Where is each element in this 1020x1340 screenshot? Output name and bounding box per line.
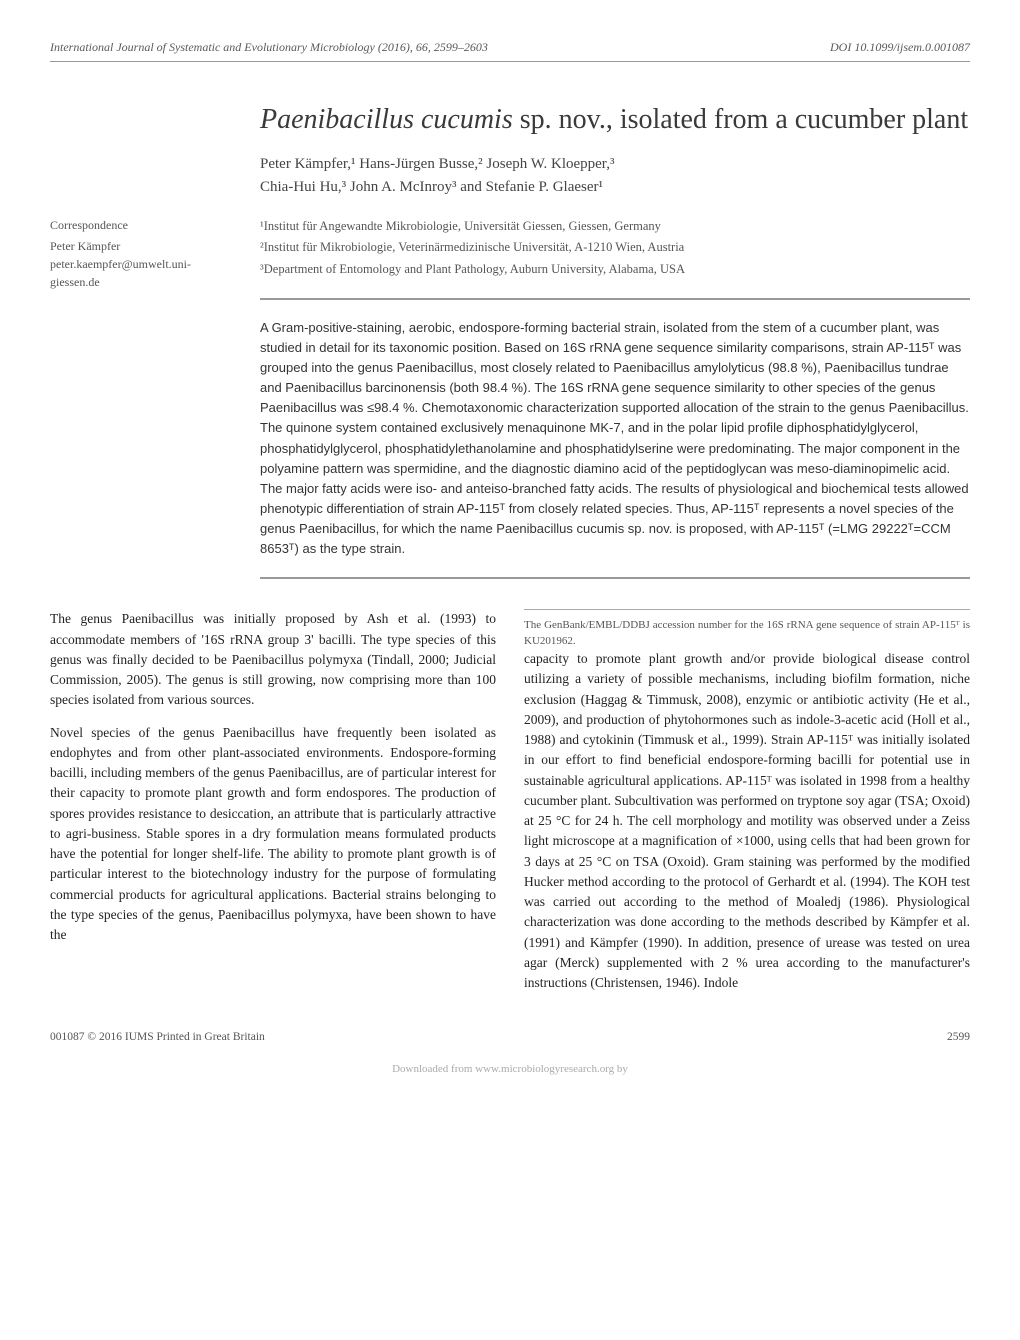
front-matter: Paenibacillus cucumis sp. nov., isolated… xyxy=(50,102,970,579)
running-header: International Journal of Systematic and … xyxy=(50,40,970,62)
journal-reference: International Journal of Systematic and … xyxy=(50,40,488,55)
correspondence-email: peter.kaempfer@umwelt.uni-giessen.de xyxy=(50,255,230,291)
authors-line-2: Chia-Hui Hu,³ John A. McInroy³ and Stefa… xyxy=(260,176,970,199)
article-body: The genus Paenibacillus was initially pr… xyxy=(50,609,970,993)
footer-copyright: 001087 © 2016 IUMS Printed in Great Brit… xyxy=(50,1031,265,1043)
body-paragraph-1: The genus Paenibacillus was initially pr… xyxy=(50,609,496,710)
title-species: Paenibacillus cucumis xyxy=(260,104,513,135)
correspondence-name: Peter Kämpfer xyxy=(50,237,230,255)
authors-line-1: Peter Kämpfer,¹ Hans-Jürgen Busse,² Jose… xyxy=(260,153,970,176)
footer-page-number: 2599 xyxy=(947,1031,970,1043)
title-rest: sp. nov., isolated from a cucumber plant xyxy=(513,104,968,135)
body-paragraph-3: capacity to promote plant growth and/or … xyxy=(524,649,970,993)
abstract-text: A Gram-positive-staining, aerobic, endos… xyxy=(260,318,970,560)
affiliation-3: ³Department of Entomology and Plant Path… xyxy=(260,259,970,280)
article-title: Paenibacillus cucumis sp. nov., isolated… xyxy=(260,102,970,137)
correspondence-block: Correspondence Peter Kämpfer peter.kaemp… xyxy=(50,216,230,298)
genbank-accession-note: The GenBank/EMBL/DDBJ accession number f… xyxy=(524,609,970,649)
abstract-container: A Gram-positive-staining, aerobic, endos… xyxy=(260,298,970,580)
correspondence-heading: Correspondence xyxy=(50,216,230,234)
affiliation-1: ¹Institut für Angewandte Mikrobiologie, … xyxy=(260,216,970,237)
affiliations: ¹Institut für Angewandte Mikrobiologie, … xyxy=(260,216,970,298)
affiliation-2: ²Institut für Mikrobiologie, Veterinärme… xyxy=(260,237,970,258)
page-footer: 001087 © 2016 IUMS Printed in Great Brit… xyxy=(50,1023,970,1043)
doi: DOI 10.1099/ijsem.0.001087 xyxy=(830,40,970,55)
author-list: Peter Kämpfer,¹ Hans-Jürgen Busse,² Jose… xyxy=(260,153,970,198)
body-paragraph-2: Novel species of the genus Paenibacillus… xyxy=(50,723,496,946)
spacer xyxy=(50,298,230,580)
title-block: Paenibacillus cucumis sp. nov., isolated… xyxy=(260,102,970,216)
download-watermark: Downloaded from www.microbiologyresearch… xyxy=(50,1063,970,1075)
